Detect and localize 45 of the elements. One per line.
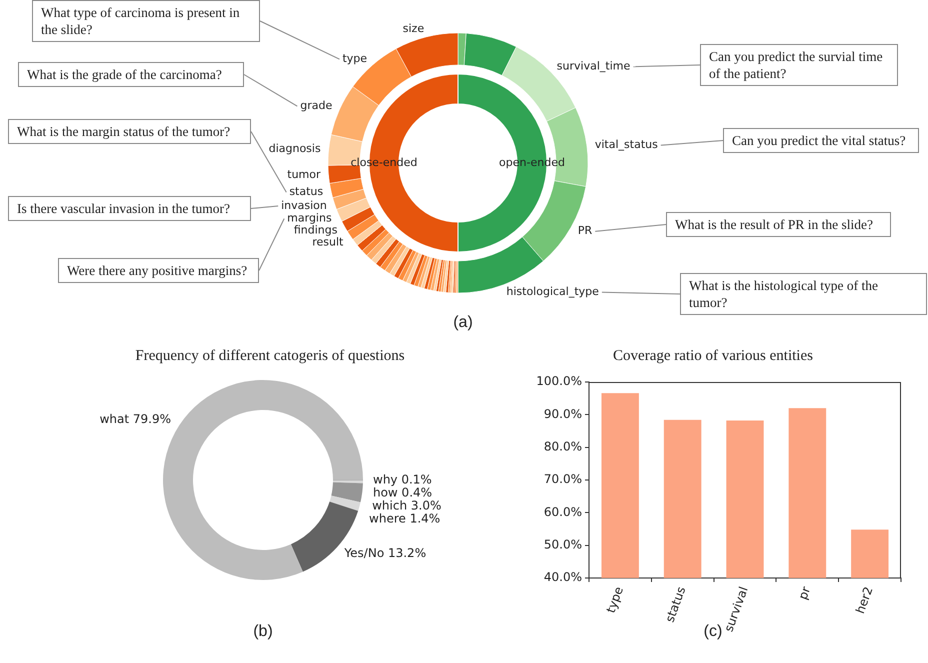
text: What is the histological type of the tumor? [689, 278, 878, 310]
slice-label: Yes/No 13.2% [343, 546, 426, 560]
text: What is the grade of the carcinoma? [27, 67, 222, 82]
slice-label: invasion [281, 198, 327, 212]
slice-label: PR [578, 224, 593, 238]
text: What type of carcinoma is present in the slide? [41, 5, 240, 37]
text: What is the margin status of the tumor? [17, 124, 230, 139]
y-tick-label: 90.0% [544, 406, 582, 421]
slice-label: histological_type [506, 285, 600, 298]
text: Can you predict the survial time of the patient? [709, 49, 883, 81]
slice-label: result [312, 235, 344, 248]
text: (b) [253, 623, 273, 641]
text: (a) [453, 314, 473, 332]
slice-label: type [342, 52, 368, 66]
x-tick-label: her2 [852, 584, 876, 616]
y-tick-label: 70.0% [544, 472, 582, 486]
slice-label: vital_status [594, 138, 658, 152]
slice-label: what 79.9% [100, 412, 172, 426]
x-tick-label: pr [796, 584, 814, 602]
slice-label: diagnosis [268, 142, 321, 156]
slice-label: why 0.1% [373, 472, 432, 486]
text: Is there vascular invasion in the tumor? [17, 201, 230, 216]
y-tick-label: 100.0% [536, 374, 582, 388]
slice-label: tumor [287, 168, 321, 181]
text: What is the result of PR in the slide? [675, 217, 873, 232]
text: Can you predict the vital status? [732, 133, 906, 148]
x-tick-label: status [662, 584, 688, 624]
y-tick-label: 60.0% [544, 504, 582, 519]
slice-label: where 1.4% [369, 511, 440, 526]
slice-label: which 3.0% [372, 498, 442, 512]
x-tick-label: type [604, 584, 626, 615]
slice-label: findings [294, 223, 338, 236]
text: (c) [704, 623, 722, 641]
slice-label: how 0.4% [372, 485, 432, 500]
slice-label: grade [300, 99, 332, 112]
slice-label: status [289, 185, 324, 198]
y-tick-label: 50.0% [544, 537, 582, 552]
slice-label: survival_time [556, 60, 630, 73]
text: Were there any positive margins? [67, 263, 248, 278]
chart-title: Frequency of different catogeris of questions [135, 348, 405, 365]
slice-label: size [402, 22, 424, 36]
chart-title: Coverage ratio of various entities [613, 348, 813, 365]
y-tick-label: 80.0% [544, 439, 582, 454]
y-tick-label: 40.0% [544, 570, 582, 584]
slice-label: margins [287, 211, 332, 224]
